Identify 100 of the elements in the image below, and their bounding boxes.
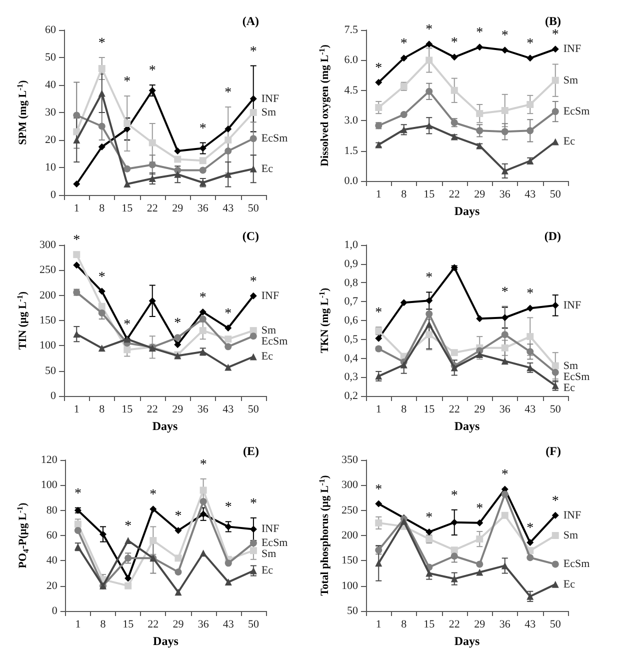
point bbox=[552, 302, 559, 309]
y-tick-label: 80 bbox=[46, 504, 58, 516]
annotation: * bbox=[174, 316, 182, 332]
y-tick-label: 100 bbox=[342, 580, 358, 592]
point bbox=[552, 512, 559, 519]
x-tick-label: 36 bbox=[499, 618, 511, 630]
x-tick-label: 43 bbox=[524, 188, 536, 200]
y-tick-label: 200 bbox=[40, 289, 56, 302]
point bbox=[375, 500, 382, 508]
point bbox=[400, 111, 408, 118]
x-tick-label: 43 bbox=[222, 618, 234, 630]
y-tick-label: 0,7 bbox=[344, 296, 358, 308]
x-tick-label: 36 bbox=[197, 202, 209, 214]
point bbox=[501, 167, 508, 174]
y-tick-label: 1.5 bbox=[344, 144, 358, 157]
x-tick-label: 22 bbox=[148, 618, 159, 630]
point bbox=[124, 554, 132, 562]
point bbox=[526, 539, 534, 546]
x-tick-label: 50 bbox=[248, 618, 260, 630]
point bbox=[476, 560, 484, 568]
annotation: * bbox=[224, 306, 232, 322]
point bbox=[526, 364, 534, 372]
point bbox=[98, 90, 106, 97]
point bbox=[200, 498, 207, 506]
x-axis-title: Days bbox=[454, 419, 480, 433]
series-label: Ec bbox=[563, 136, 576, 148]
y-tick-label: 60 bbox=[46, 530, 58, 542]
x-tick-label: 29 bbox=[474, 618, 486, 630]
point bbox=[450, 546, 458, 554]
annotation: * bbox=[476, 501, 484, 516]
annotation: * bbox=[426, 270, 433, 286]
annotation: * bbox=[199, 290, 206, 306]
y-tick-label: 250 bbox=[342, 504, 358, 516]
point bbox=[224, 148, 232, 154]
point bbox=[501, 331, 508, 338]
x-tick-label: 1 bbox=[75, 618, 81, 630]
annotation: * bbox=[501, 28, 508, 44]
point bbox=[199, 144, 206, 152]
y-tick-label: 250 bbox=[40, 264, 56, 276]
series-label: EcSm bbox=[261, 336, 288, 348]
annotation: * bbox=[552, 28, 559, 43]
x-tick-label: 8 bbox=[99, 404, 106, 416]
x-tick-label: 22 bbox=[448, 404, 460, 416]
y-tick-label: 0 bbox=[50, 390, 56, 402]
series-label: EcSm bbox=[563, 558, 590, 570]
x-tick-label: 15 bbox=[424, 618, 436, 630]
x-tick-label: 36 bbox=[499, 404, 511, 416]
x-tick-label: 22 bbox=[146, 404, 158, 416]
x-tick-label: 8 bbox=[100, 618, 106, 630]
point bbox=[174, 526, 182, 534]
point bbox=[73, 262, 80, 269]
y-tick-label: 350 bbox=[342, 454, 358, 466]
point bbox=[375, 372, 382, 380]
y-tick-label: 0,3 bbox=[344, 371, 358, 384]
point bbox=[552, 580, 559, 588]
y-tick-label: 120 bbox=[40, 454, 58, 466]
point bbox=[150, 506, 157, 513]
point bbox=[526, 304, 534, 312]
point bbox=[476, 568, 484, 576]
point bbox=[526, 100, 534, 108]
x-tick-label: 1 bbox=[376, 404, 382, 416]
point bbox=[124, 165, 131, 172]
point bbox=[98, 302, 106, 310]
annotation: * bbox=[124, 74, 131, 90]
point bbox=[74, 520, 82, 528]
point bbox=[199, 166, 206, 174]
point bbox=[375, 104, 382, 112]
point bbox=[224, 364, 232, 371]
chart-title: (E) bbox=[243, 444, 260, 458]
point bbox=[426, 331, 433, 338]
x-tick-label: 15 bbox=[122, 202, 134, 214]
y-tick-label: 0 bbox=[52, 605, 58, 617]
annotation: * bbox=[124, 519, 132, 534]
point bbox=[224, 560, 232, 567]
y-axis-title: Total phosphorus (µg L-1) bbox=[318, 474, 331, 596]
y-tick-label: 50 bbox=[45, 364, 56, 377]
point bbox=[98, 65, 106, 72]
annotation: * bbox=[250, 496, 257, 512]
x-tick-label: 43 bbox=[524, 404, 536, 416]
point bbox=[526, 554, 534, 562]
point bbox=[552, 368, 559, 376]
point bbox=[426, 122, 433, 130]
series-label: INF bbox=[563, 43, 582, 56]
series-label: Sm bbox=[563, 74, 578, 86]
series-label: INF bbox=[563, 299, 582, 312]
y-tick-label: 0,6 bbox=[344, 314, 358, 326]
point bbox=[199, 308, 206, 316]
x-tick-label: 43 bbox=[222, 202, 234, 214]
annotation: * bbox=[150, 488, 157, 503]
x-axis-title: Days bbox=[454, 634, 480, 648]
point bbox=[148, 297, 156, 304]
y-tick-label: 40 bbox=[46, 554, 58, 567]
annotation: * bbox=[526, 521, 534, 536]
point bbox=[148, 139, 156, 146]
point bbox=[98, 309, 106, 316]
series-label: Sm bbox=[563, 530, 578, 542]
point bbox=[552, 108, 559, 116]
y-tick-label: 300 bbox=[40, 239, 56, 251]
point bbox=[526, 127, 534, 134]
point bbox=[450, 575, 458, 582]
